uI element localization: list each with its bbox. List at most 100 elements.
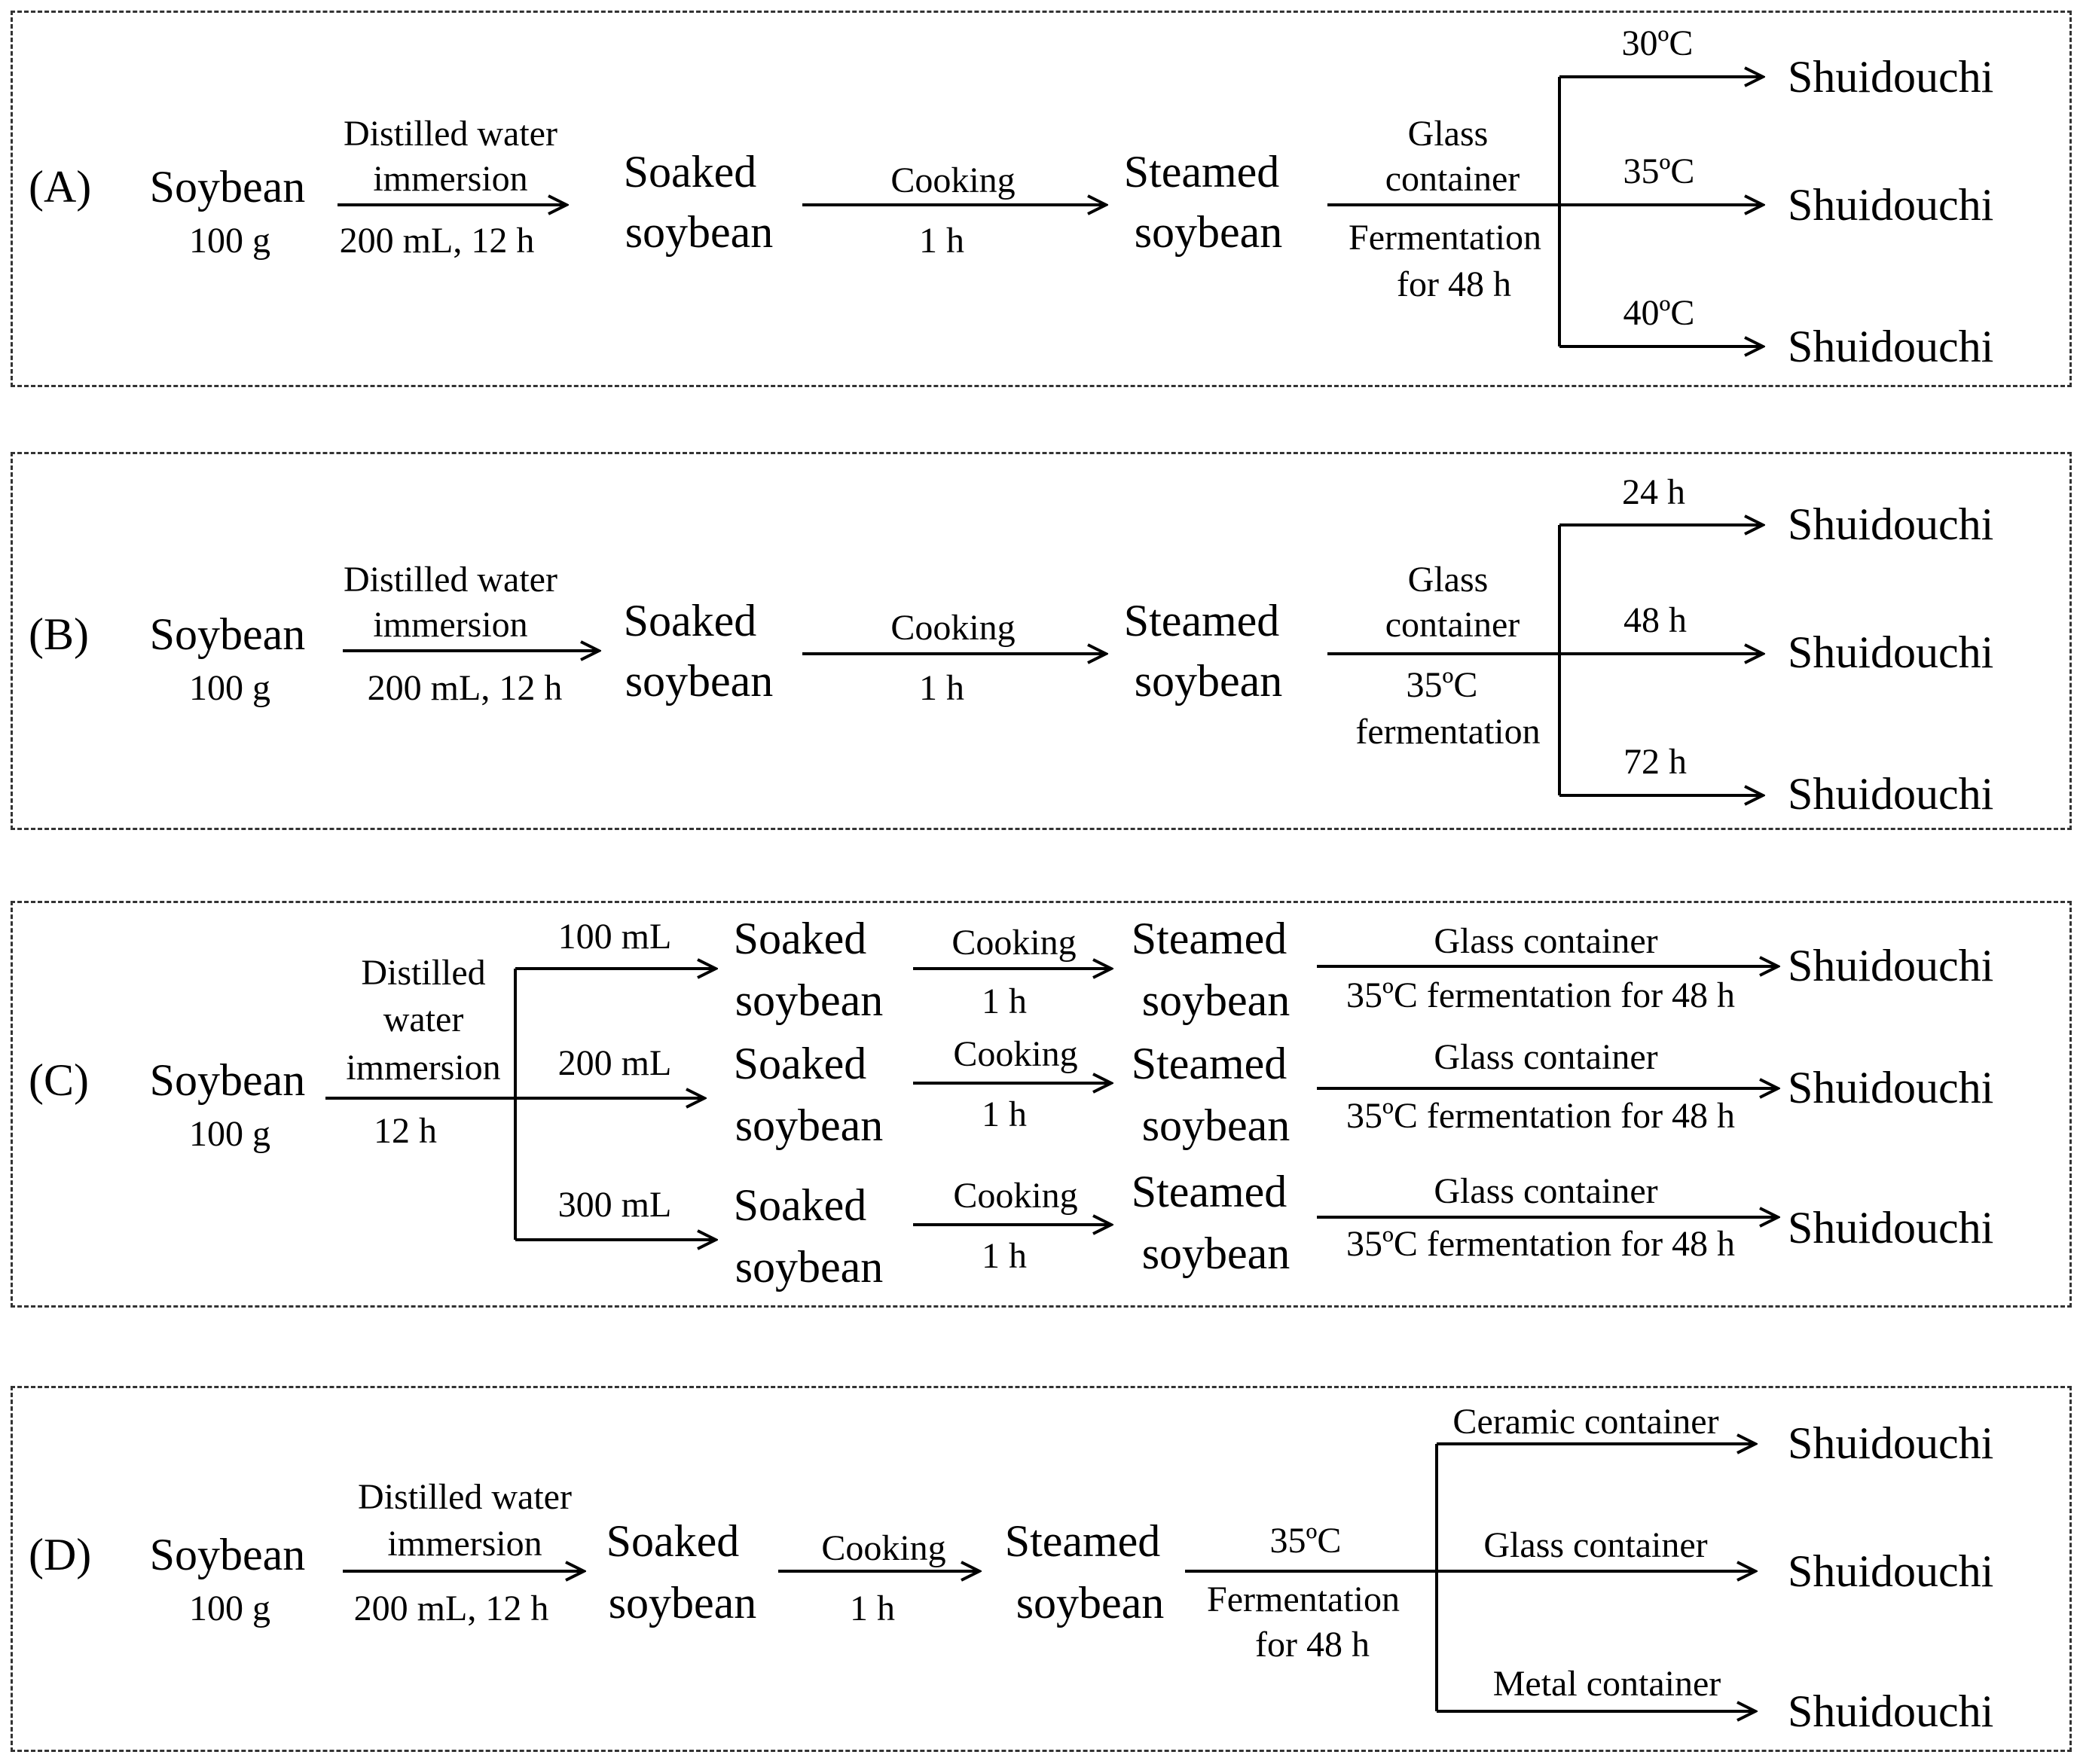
panel-b-step1-bottom: 200 mL, 12 h — [367, 668, 563, 708]
panel-c-step2-bottom-a: 1 h — [982, 981, 1027, 1021]
panel-c-output-1: Shuidouchi — [1788, 941, 1994, 990]
panel-a-branch-2: 35ºC — [1623, 151, 1695, 191]
panel-b-input: Soybean — [149, 609, 306, 659]
panel-b-branch-2: 48 h — [1623, 600, 1687, 640]
panel-d-step1-top-1: Distilled water — [358, 1477, 572, 1517]
panel-d-output-3: Shuidouchi — [1788, 1686, 1994, 1736]
panel-d-steamed-1: Steamed — [1004, 1516, 1161, 1566]
panel-a-step3-top-2: container — [1385, 159, 1520, 199]
panel-c-input: Soybean — [149, 1055, 306, 1105]
panel-a-output-2: Shuidouchi — [1788, 180, 1994, 230]
panel-d-step3-bottom-1: Fermentation — [1207, 1579, 1400, 1619]
panel-b-step1-top-2: immersion — [373, 605, 528, 645]
panel-c-step3-bottom-a: 35ºC fermentation for 48 h — [1346, 975, 1736, 1015]
panel-a-step3-top-1: Glass — [1407, 114, 1489, 154]
panel-d-step3-bottom-2: for 48 h — [1255, 1625, 1370, 1665]
panel-b-output-3: Shuidouchi — [1788, 769, 1994, 819]
panel-a-step1-top-2: immersion — [373, 159, 528, 199]
panel-a-output-1: Shuidouchi — [1788, 52, 1994, 102]
panel-d-branch-2: Glass container — [1483, 1525, 1708, 1565]
panel-c-step3-bottom-b: 35ºC fermentation for 48 h — [1346, 1096, 1736, 1136]
panel-a-input-amount: 100 g — [189, 221, 270, 261]
panel-c-output-3: Shuidouchi — [1788, 1203, 1994, 1253]
panel-c-steamed-1-b: Steamed — [1131, 1039, 1287, 1088]
panel-a-label: (A) — [29, 162, 92, 212]
panel-c-soaked-1-c: Soaked — [733, 1180, 867, 1230]
panel-a-steamed-1: Steamed — [1123, 147, 1280, 197]
panel-d-label: (D) — [29, 1530, 92, 1579]
panel-c-step3-top-a: Glass container — [1434, 921, 1658, 961]
panel-c-step2-top-a: Cooking — [951, 923, 1077, 963]
panel-d-output-2: Shuidouchi — [1788, 1546, 1994, 1596]
panel-d-input-amount: 100 g — [189, 1589, 270, 1628]
panel-b-steamed-1: Steamed — [1123, 596, 1280, 645]
panel-c-step3-bottom-c: 35ºC fermentation for 48 h — [1346, 1224, 1736, 1264]
panel-a-steamed-2: soybean — [1134, 207, 1283, 257]
panel-b-step3-top-2: container — [1385, 605, 1520, 645]
panel-a-step2-top: Cooking — [890, 160, 1016, 200]
panel-c-soaked-1-b: Soaked — [733, 1039, 867, 1088]
panel-c-step2-top-b: Cooking — [953, 1034, 1078, 1074]
panel-c-soaked-2-a: soybean — [735, 975, 884, 1025]
panel-b-step2-bottom: 1 h — [919, 668, 964, 708]
panel-b-output-1: Shuidouchi — [1788, 499, 1994, 549]
panel-a — [11, 11, 2072, 387]
panel-a-step3-bottom-2: for 48 h — [1397, 264, 1511, 304]
panel-b-label: (B) — [29, 609, 89, 659]
panel-b-branch-1: 24 h — [1622, 472, 1685, 512]
panel-d — [11, 1386, 2072, 1752]
panel-c-step1-top-2: water — [383, 999, 464, 1039]
panel-d-step1-top-2: immersion — [387, 1524, 542, 1564]
panel-a-input: Soybean — [149, 162, 306, 212]
panel-d-soaked-1: Soaked — [606, 1516, 740, 1566]
panel-b-soaked-2: soybean — [625, 656, 774, 706]
panel-c-step3-top-b: Glass container — [1434, 1037, 1658, 1077]
panel-a-output-3: Shuidouchi — [1788, 322, 1994, 371]
panel-b-step3-top-1: Glass — [1407, 560, 1489, 600]
panel-b-output-2: Shuidouchi — [1788, 627, 1994, 677]
panel-d-step2-bottom: 1 h — [850, 1589, 895, 1628]
panel-c-steamed-2-c: soybean — [1141, 1228, 1291, 1278]
panel-d-branch-1: Ceramic container — [1452, 1402, 1719, 1442]
panel-d-steamed-2: soybean — [1016, 1578, 1165, 1628]
panel-c-step2-bottom-c: 1 h — [982, 1236, 1027, 1276]
panel-d-step3-top: 35ºC — [1269, 1521, 1342, 1561]
panel-c-soaked-2-c: soybean — [735, 1242, 884, 1292]
panel-c-branch-3: 300 mL — [557, 1185, 672, 1225]
panel-c-output-2: Shuidouchi — [1788, 1063, 1994, 1112]
panel-b-steamed-2: soybean — [1134, 656, 1283, 706]
panel-c-branch-2: 200 mL — [557, 1043, 672, 1083]
panel-a-soaked-2: soybean — [625, 207, 774, 257]
panel-c-branch-1: 100 mL — [557, 917, 672, 957]
panel-c-input-amount: 100 g — [189, 1114, 270, 1154]
panel-c-label: (C) — [29, 1055, 89, 1105]
panel-d-branch-3: Metal container — [1492, 1664, 1721, 1704]
panel-b-step3-bottom-2: fermentation — [1355, 712, 1541, 752]
panel-b-step1-top-1: Distilled water — [344, 560, 557, 600]
panel-d-input: Soybean — [149, 1530, 306, 1579]
panel-c-steamed-2-a: soybean — [1141, 975, 1291, 1025]
panel-b-step3-bottom-1: 35ºC — [1406, 665, 1478, 705]
panel-c — [11, 901, 2072, 1308]
panel-b-step2-top: Cooking — [890, 608, 1016, 648]
panel-c-soaked-1-a: Soaked — [733, 914, 867, 963]
panel-d-step1-bottom: 200 mL, 12 h — [353, 1589, 549, 1628]
panel-a-branch-3: 40ºC — [1623, 293, 1695, 333]
panel-b-input-amount: 100 g — [189, 668, 270, 708]
panel-c-step1-top-3: immersion — [346, 1048, 501, 1088]
panel-c-step1-top-1: Distilled — [361, 953, 486, 993]
panel-a-step1-bottom: 200 mL, 12 h — [339, 221, 535, 261]
panel-c-step2-top-c: Cooking — [953, 1176, 1078, 1216]
panel-c-soaked-2-b: soybean — [735, 1100, 884, 1150]
panel-b-branch-3: 72 h — [1623, 742, 1687, 782]
panel-c-step2-bottom-b: 1 h — [982, 1094, 1027, 1134]
panel-a-step1-top-1: Distilled water — [344, 114, 557, 154]
panel-a-step3-bottom-1: Fermentation — [1349, 218, 1541, 258]
panel-b-soaked-1: Soaked — [623, 596, 757, 645]
panel-c-steamed-1-a: Steamed — [1131, 914, 1287, 963]
panel-a-branch-1: 30ºC — [1621, 23, 1694, 63]
panel-d-step2-top: Cooking — [821, 1528, 946, 1568]
panel-b — [11, 452, 2072, 830]
